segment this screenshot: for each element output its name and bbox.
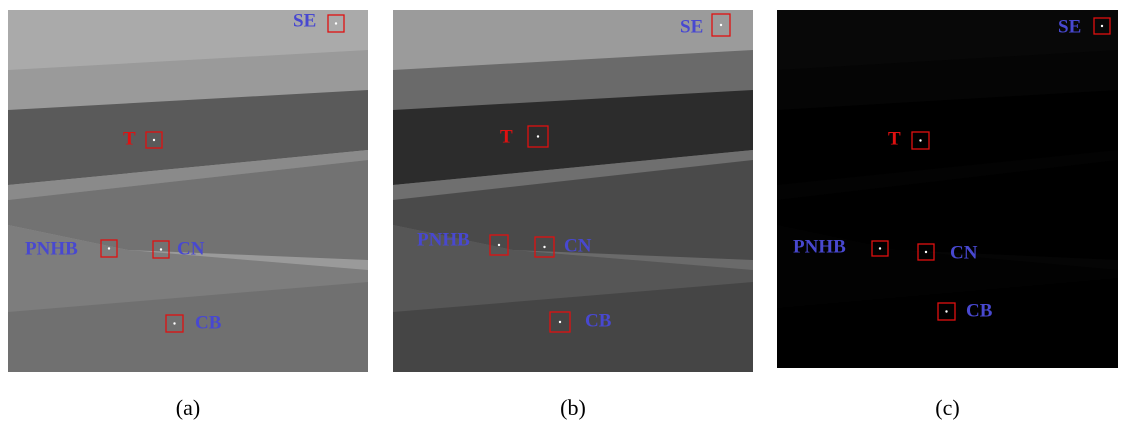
target-label: CN [177,238,205,259]
target-dot [919,139,921,141]
target-label: CN [950,242,978,263]
panel: SE T PNHB CN CB [8,10,368,372]
target-label: CB [966,300,993,321]
figure: SE T PNHB CN CB (a) SE T PNHB CN CB (b) SE T PNHB CN CB (… [0,0,1126,432]
target-dot [335,22,337,24]
target-dot [498,244,500,246]
target-dot [153,139,155,141]
panel: SE T PNHB CN CB [393,10,753,372]
target-label: PNHB [417,229,470,250]
target-label: SE [680,16,703,37]
target-dot [160,248,162,250]
caption: (a) [176,395,200,420]
target-label: PNHB [25,238,78,259]
target-label: SE [1058,16,1081,37]
target-dot [879,247,881,249]
target-dot [720,24,722,26]
panel: SE T PNHB CN CB [777,10,1118,368]
target-dot [537,135,539,137]
caption: (c) [935,395,959,420]
target-label: PNHB [793,236,846,257]
target-dot [945,310,947,312]
target-dot [173,322,175,324]
caption: (b) [560,395,586,420]
target-dot [925,251,927,253]
target-label: SE [293,10,316,31]
target-label: T [123,128,136,149]
target-label: T [888,128,901,149]
target-dot [108,247,110,249]
target-dot [559,321,561,323]
target-label: CB [585,310,612,331]
target-dot [1101,25,1103,27]
target-label: CB [195,312,222,333]
target-label: CN [564,235,592,256]
target-dot [543,246,545,248]
target-label: T [500,126,513,147]
